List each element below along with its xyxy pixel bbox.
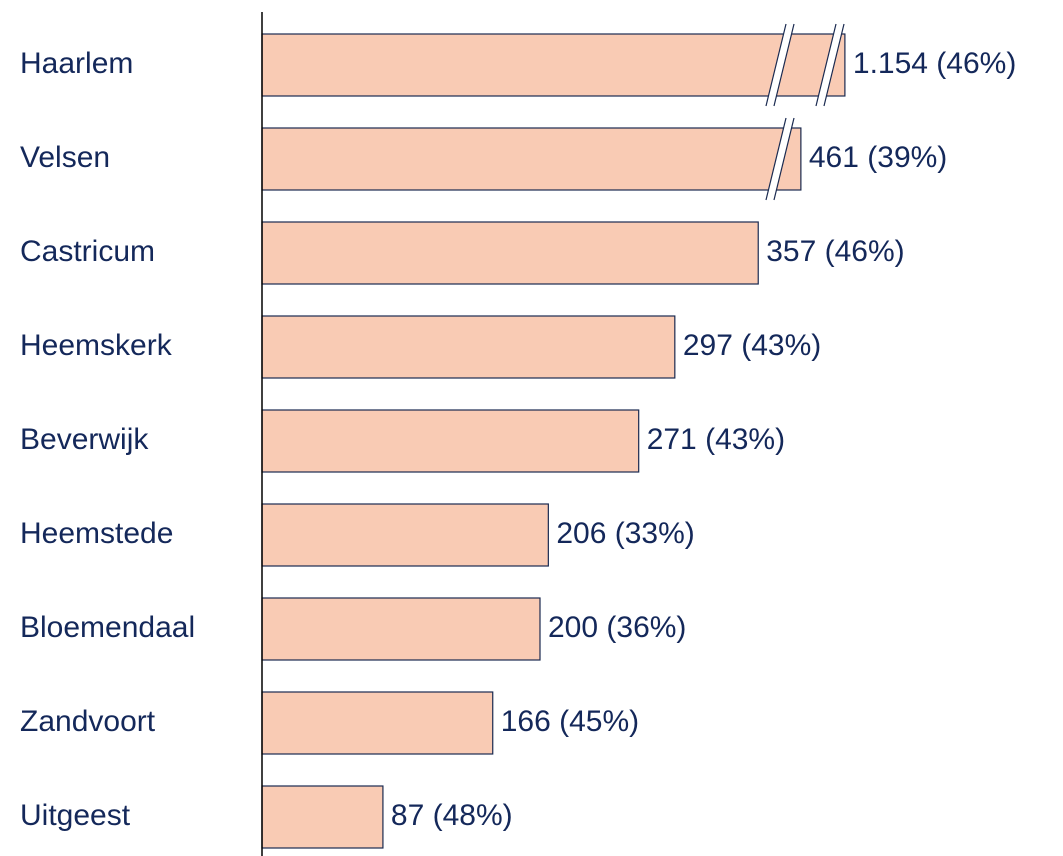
category-label: Bloemendaal xyxy=(20,611,195,644)
bar xyxy=(261,127,802,191)
category-label: Heemstede xyxy=(20,517,173,550)
category-label: Uitgeest xyxy=(20,799,131,832)
category-label: Heemskerk xyxy=(20,329,173,362)
bar xyxy=(261,315,676,379)
value-label: 200 (36%) xyxy=(548,611,686,644)
category-label: Haarlem xyxy=(20,47,133,80)
axis-break xyxy=(773,23,795,107)
axis-break xyxy=(773,117,795,201)
axis-break xyxy=(766,118,794,200)
axis-break xyxy=(765,23,787,107)
bar xyxy=(261,597,541,661)
axis-break xyxy=(765,117,787,201)
axis-break xyxy=(816,24,844,106)
bar xyxy=(261,33,846,97)
value-label: 461 (39%) xyxy=(809,141,947,174)
value-label: 206 (33%) xyxy=(556,517,694,550)
value-label: 166 (45%) xyxy=(501,705,639,738)
bar xyxy=(261,503,549,567)
bar xyxy=(261,409,640,473)
bar xyxy=(261,691,494,755)
axis-break xyxy=(815,23,837,107)
value-label: 87 (48%) xyxy=(391,799,513,832)
category-label: Castricum xyxy=(20,235,155,268)
value-label: 271 (43%) xyxy=(647,423,785,456)
bar xyxy=(261,785,384,849)
axis-break xyxy=(766,24,794,106)
category-label: Velsen xyxy=(20,141,110,174)
value-label: 1.154 (46%) xyxy=(853,47,1016,80)
bar xyxy=(261,221,759,285)
value-label: 357 (46%) xyxy=(766,235,904,268)
category-label: Zandvoort xyxy=(20,705,156,738)
category-label: Beverwijk xyxy=(20,423,149,456)
value-label: 297 (43%) xyxy=(683,329,821,362)
axis-break xyxy=(823,23,845,107)
